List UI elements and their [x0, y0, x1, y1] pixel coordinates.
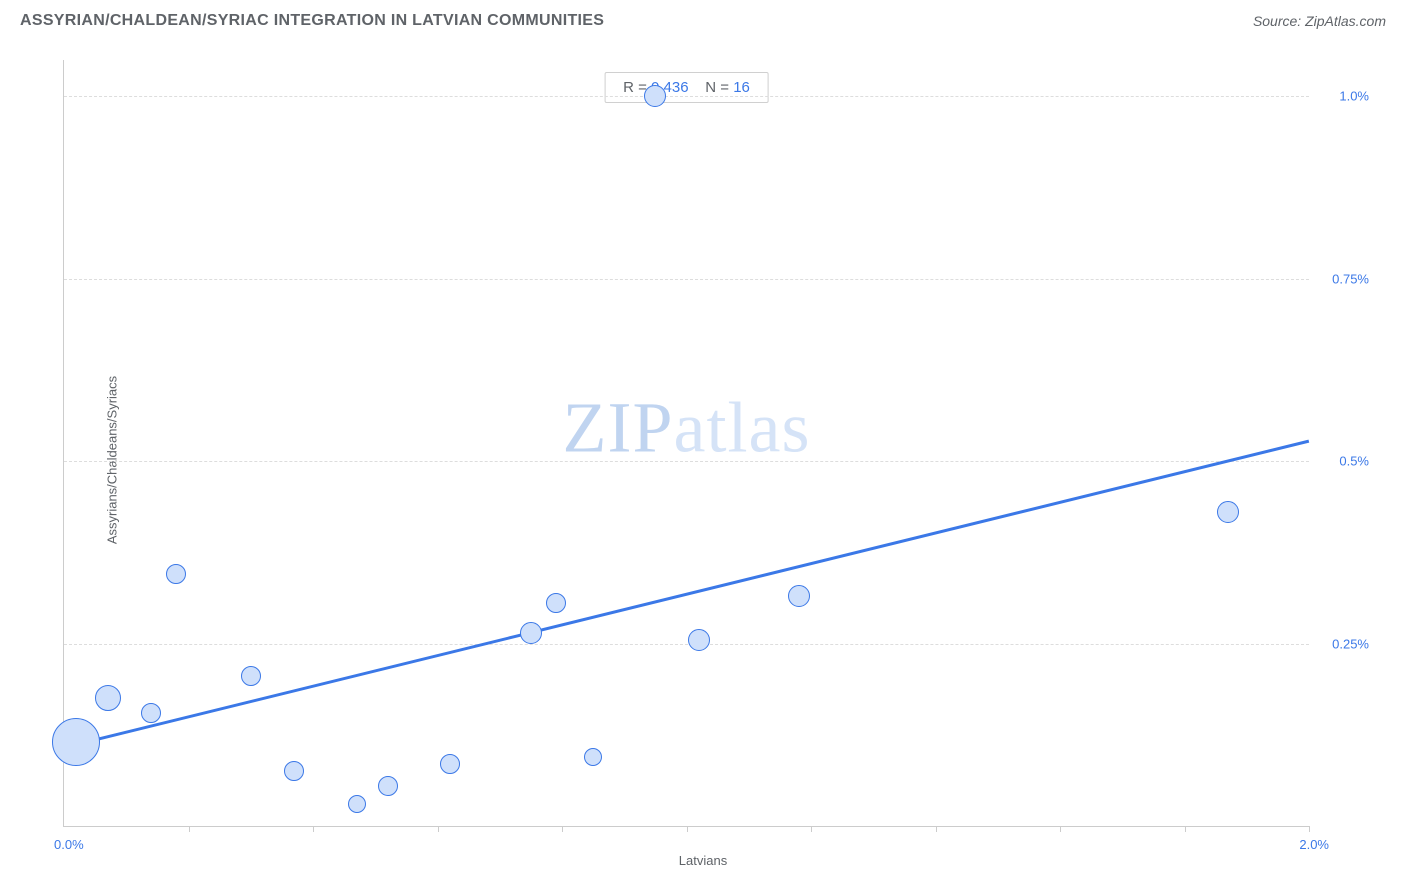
scatter-point	[440, 754, 460, 774]
x-tick	[687, 826, 688, 832]
trend-line	[64, 439, 1310, 748]
chart-title: ASSYRIAN/CHALDEAN/SYRIAC INTEGRATION IN …	[20, 12, 604, 30]
gridline	[64, 461, 1309, 462]
x-axis-label: Latvians	[679, 853, 727, 868]
x-tick	[438, 826, 439, 832]
stats-box: R = 0.436 N = 16	[604, 72, 769, 103]
watermark-bold: ZIP	[563, 387, 674, 467]
y-tick-label: 0.5%	[1319, 454, 1369, 469]
x-tick	[811, 826, 812, 832]
x-tick	[1060, 826, 1061, 832]
x-tick	[936, 826, 937, 832]
x-tick	[1185, 826, 1186, 832]
scatter-point	[520, 622, 542, 644]
chart-header: ASSYRIAN/CHALDEAN/SYRIAC INTEGRATION IN …	[0, 0, 1406, 38]
scatter-point	[788, 585, 810, 607]
chart-container: Assyrians/Chaldeans/Syriacs Latvians ZIP…	[20, 48, 1386, 872]
x-tick	[313, 826, 314, 832]
n-value: 16	[733, 79, 750, 96]
gridline	[64, 644, 1309, 645]
y-tick-label: 0.25%	[1319, 636, 1369, 651]
watermark: ZIPatlas	[563, 386, 811, 469]
scatter-point	[166, 564, 186, 584]
n-label: N =	[705, 79, 729, 96]
scatter-point	[52, 718, 100, 766]
watermark-rest: atlas	[674, 387, 811, 467]
x-origin-label: 0.0%	[54, 837, 84, 852]
x-max-label: 2.0%	[1299, 837, 1329, 852]
r-label: R =	[623, 79, 647, 96]
scatter-point	[348, 795, 366, 813]
scatter-point	[95, 685, 121, 711]
scatter-point	[584, 748, 602, 766]
scatter-point	[546, 593, 566, 613]
plot-area: ZIPatlas R = 0.436 N = 16 0.0% 2.0% 0.25…	[63, 60, 1309, 827]
gridline	[64, 96, 1309, 97]
gridline	[64, 279, 1309, 280]
scatter-point	[241, 666, 261, 686]
x-tick	[562, 826, 563, 832]
scatter-point	[378, 776, 398, 796]
y-tick-label: 1.0%	[1319, 89, 1369, 104]
scatter-point	[644, 85, 666, 107]
scatter-point	[284, 761, 304, 781]
scatter-point	[688, 629, 710, 651]
x-tick	[189, 826, 190, 832]
x-tick	[1309, 826, 1310, 832]
y-tick-label: 0.75%	[1319, 271, 1369, 286]
scatter-point	[141, 703, 161, 723]
scatter-point	[1217, 501, 1239, 523]
chart-source: Source: ZipAtlas.com	[1253, 13, 1386, 29]
